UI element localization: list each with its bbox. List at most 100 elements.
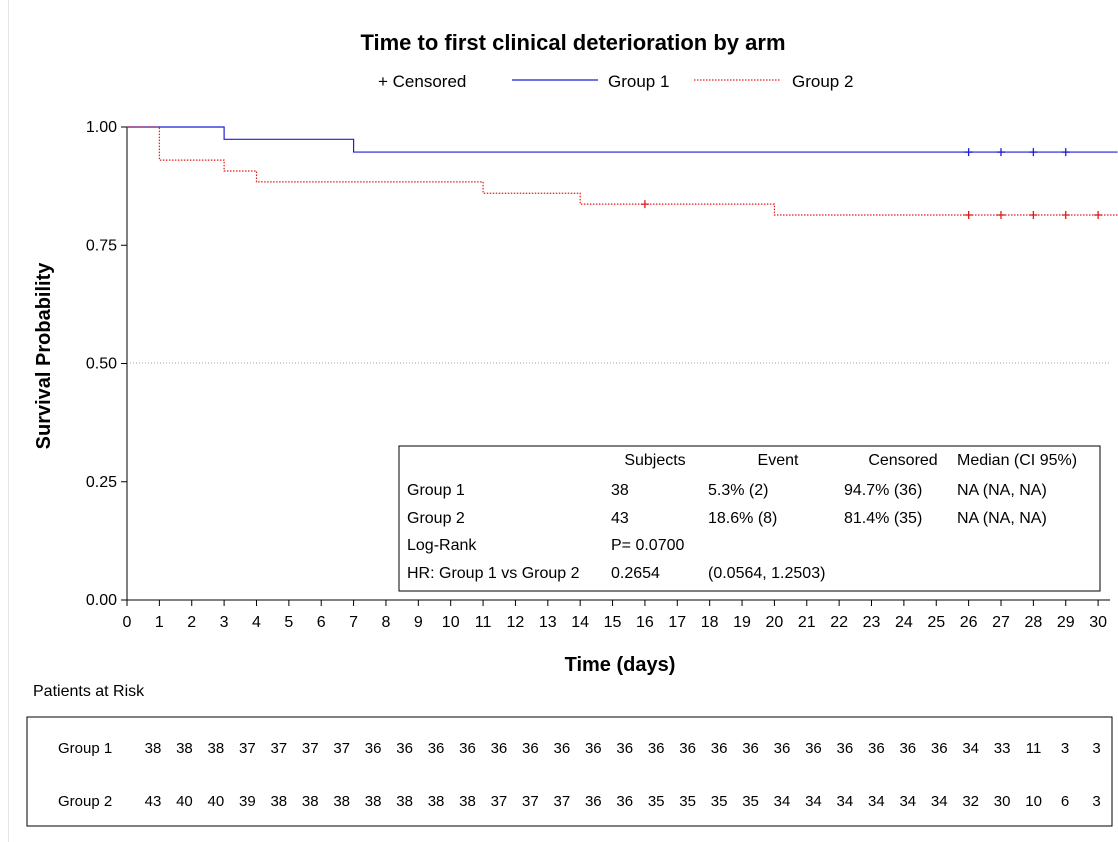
- risk-count: 38: [459, 793, 476, 810]
- risk-count: 3: [1092, 793, 1100, 810]
- legend: + Censored Group 1 Group 2: [378, 72, 853, 91]
- risk-count: 34: [868, 793, 885, 810]
- x-tick-label: 4: [252, 614, 261, 631]
- x-tick-label: 25: [927, 614, 945, 631]
- risk-count: 33: [994, 740, 1011, 757]
- risk-count: 36: [554, 740, 571, 757]
- y-tick-label: 0.50: [86, 356, 117, 373]
- stats-header-cell: Censored: [868, 452, 937, 469]
- x-tick-label: 8: [382, 614, 391, 631]
- x-tick-label: 14: [571, 614, 589, 631]
- stats-cell: Log-Rank: [407, 537, 477, 554]
- stats-cell: 5.3% (2): [708, 482, 768, 499]
- x-tick-label: 12: [507, 614, 525, 631]
- risk-count: 37: [522, 793, 539, 810]
- risk-count: 36: [837, 740, 854, 757]
- y-axis-title: Survival Probability: [33, 262, 55, 450]
- stats-cell: 38: [611, 482, 629, 499]
- censor-mark-group-2: [1061, 210, 1070, 219]
- risk-count: 36: [931, 740, 948, 757]
- stats-cell: Group 1: [407, 482, 465, 499]
- x-tick-label: 22: [830, 614, 848, 631]
- censor-mark-group-2: [640, 200, 649, 209]
- x-tick-label: 10: [442, 614, 460, 631]
- risk-count: 6: [1061, 793, 1069, 810]
- censor-mark-group-1: [996, 148, 1005, 157]
- risk-count: 36: [774, 740, 791, 757]
- censor-mark-group-2: [1094, 210, 1103, 219]
- risk-count: 38: [145, 740, 162, 757]
- risk-table-title: Patients at Risk: [33, 683, 145, 700]
- x-tick-label: 21: [798, 614, 816, 631]
- risk-count: 34: [774, 793, 791, 810]
- risk-count: 36: [522, 740, 539, 757]
- stats-table: Subjects Event Censored Median (CI 95%) Grou…: [398, 445, 1101, 592]
- censor-mark-group-1: [964, 148, 973, 157]
- legend-censored-label: + Censored: [378, 72, 466, 91]
- risk-count: 36: [711, 740, 728, 757]
- x-tick-label: 3: [220, 614, 229, 631]
- risk-count: 36: [648, 740, 665, 757]
- risk-row-label: Group 1: [58, 740, 112, 757]
- risk-table-frame: [26, 716, 1113, 827]
- risk-count: 36: [396, 740, 413, 757]
- risk-table: Group 1 38 38 38 37 37 37 37 36 36 36 36 36 36 36 36 36 3…: [26, 716, 1113, 827]
- stats-cell: (0.0564, 1.2503): [708, 565, 825, 582]
- risk-count: 40: [208, 793, 225, 810]
- x-tick-label: 19: [733, 614, 751, 631]
- x-tick-label: 20: [766, 614, 784, 631]
- risk-count: 36: [899, 740, 916, 757]
- risk-count: 39: [239, 793, 256, 810]
- y-tick-label: 1.00: [86, 119, 117, 136]
- legend-label-group-1: Group 1: [608, 72, 669, 91]
- risk-count: 37: [554, 793, 571, 810]
- risk-count: 36: [585, 740, 602, 757]
- x-tick-label: 29: [1057, 614, 1075, 631]
- y-tick-label: 0.75: [86, 237, 117, 254]
- risk-count: 34: [962, 740, 979, 757]
- stats-cell: Group 2: [407, 510, 465, 527]
- x-tick-label: 24: [895, 614, 913, 631]
- stats-cell: 94.7% (36): [844, 482, 922, 499]
- risk-count: 38: [270, 793, 287, 810]
- risk-count: 36: [616, 740, 633, 757]
- stats-header-cell: Subjects: [624, 452, 685, 469]
- risk-count: 36: [742, 740, 759, 757]
- risk-count: 36: [459, 740, 476, 757]
- x-axis-title: Time (days): [565, 654, 676, 676]
- stats-cell: 81.4% (35): [844, 510, 922, 527]
- chart-title: Time to first clinical deterioration by …: [360, 30, 785, 55]
- x-tick-label: 7: [349, 614, 358, 631]
- risk-count: 37: [491, 793, 508, 810]
- risk-count: 11: [1026, 740, 1042, 757]
- censor-mark-group-1: [1029, 148, 1038, 157]
- risk-count: 3: [1061, 740, 1069, 757]
- censor-mark-group-2: [996, 210, 1005, 219]
- x-tick-label: 13: [539, 614, 557, 631]
- risk-count: 38: [365, 793, 382, 810]
- x-tick-label: 1: [155, 614, 164, 631]
- risk-count: 35: [648, 793, 665, 810]
- x-tick-label: 17: [668, 614, 686, 631]
- x-tick-label: 15: [604, 614, 622, 631]
- x-tick-label: 28: [1024, 614, 1042, 631]
- stats-cell: P= 0.0700: [611, 537, 685, 554]
- risk-count: 34: [899, 793, 916, 810]
- x-tick-label: 18: [701, 614, 719, 631]
- censor-mark-group-2: [964, 210, 973, 219]
- x-tick-label: 23: [863, 614, 881, 631]
- risk-count: 38: [428, 793, 445, 810]
- x-tick-label: 11: [475, 614, 492, 631]
- risk-count: 36: [365, 740, 382, 757]
- risk-count: 35: [679, 793, 696, 810]
- risk-count: 37: [270, 740, 287, 757]
- x-tick-label: 27: [992, 614, 1010, 631]
- stats-cell: 18.6% (8): [708, 510, 777, 527]
- x-tick-label: 5: [284, 614, 293, 631]
- risk-count: 34: [837, 793, 854, 810]
- risk-count: 36: [585, 793, 602, 810]
- risk-count: 36: [491, 740, 508, 757]
- risk-count: 3: [1092, 740, 1100, 757]
- survival-curve-group-2: [127, 126, 1118, 216]
